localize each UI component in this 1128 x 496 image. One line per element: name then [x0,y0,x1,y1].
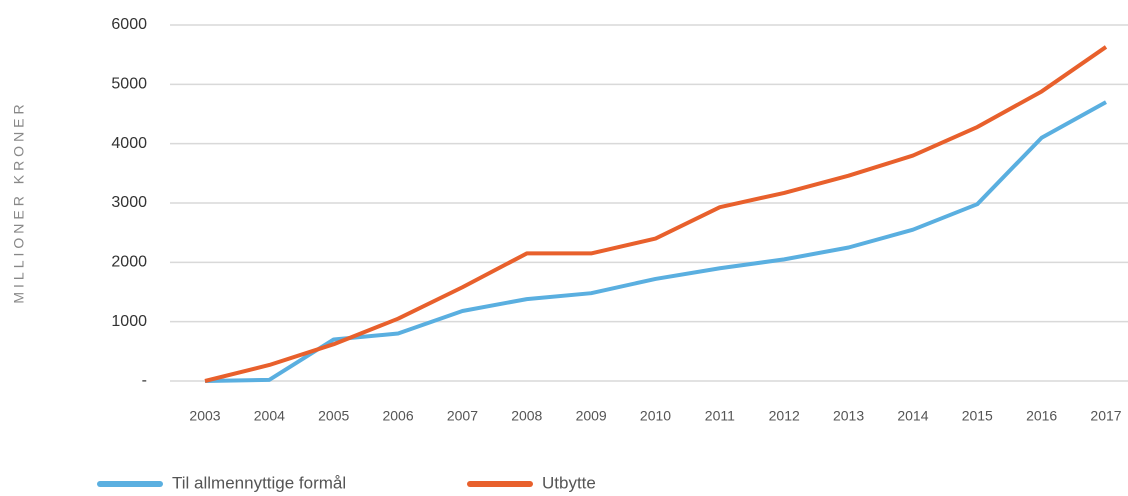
y-tick-label: 5000 [111,76,147,93]
x-tick-label: 2013 [833,408,864,424]
y-tick-label: - [142,372,147,389]
x-tick-label: 2014 [897,408,928,424]
x-tick-label: 2015 [962,408,993,424]
x-tick-label: 2008 [511,408,542,424]
y-tick-label: 6000 [111,16,147,33]
x-tick-label: 2007 [447,408,478,424]
series-line [204,45,1108,383]
y-axis-title: MILLIONER KRONER [11,100,27,303]
x-tick-label: 2017 [1090,408,1121,424]
y-tick-label: 2000 [111,254,147,271]
x-tick-label: 2005 [318,408,349,424]
y-tick-label: 3000 [111,194,147,211]
legend-label: Til allmennyttige formål [172,473,346,492]
x-tick-label: 2004 [254,408,285,424]
x-tick-label: 2010 [640,408,671,424]
y-tick-label: 4000 [111,135,147,152]
x-tick-label: 2003 [189,408,220,424]
legend-label: Utbytte [542,473,596,492]
x-tick-label: 2006 [382,408,413,424]
x-tick-label: 2011 [705,408,735,424]
x-tick-label: 2012 [769,408,800,424]
x-tick-label: 2016 [1026,408,1057,424]
y-tick-label: 1000 [111,313,147,330]
x-tick-label: 2009 [576,408,607,424]
